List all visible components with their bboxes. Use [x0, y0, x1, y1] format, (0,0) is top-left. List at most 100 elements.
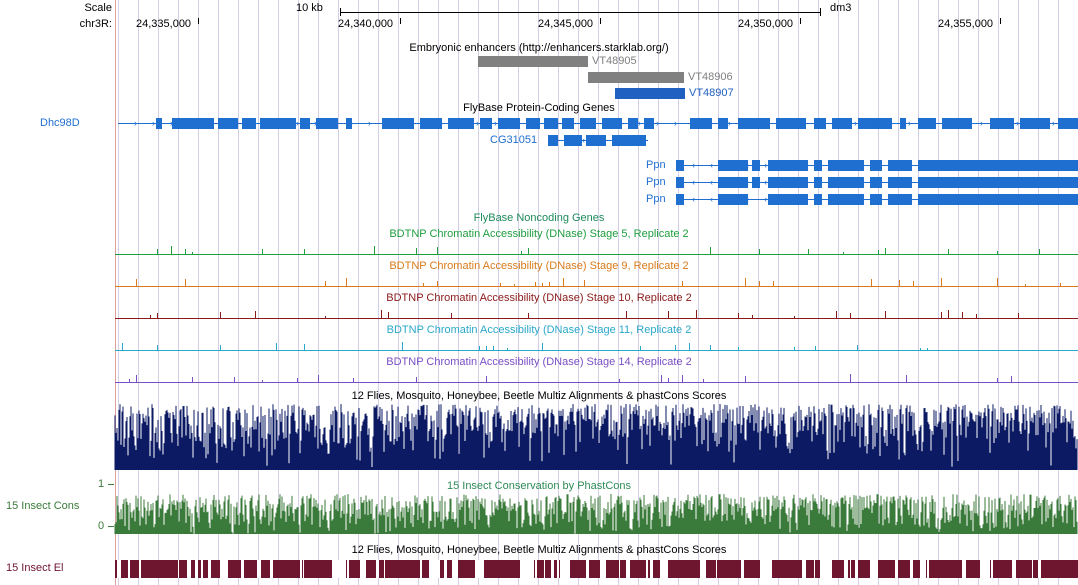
exon-block[interactable] [676, 160, 684, 171]
exon-block[interactable] [676, 194, 684, 205]
enhancer-bar[interactable] [478, 56, 588, 67]
exon-block[interactable] [918, 177, 1078, 188]
ruler-tick-label: 24,355,000 [938, 18, 993, 30]
exon-block[interactable] [918, 194, 1078, 205]
exon-block[interactable] [918, 160, 1078, 171]
dnase-baseline [115, 254, 1078, 255]
dnase-track-title: BDTNP Chromatin Accessibility (DNase) St… [0, 292, 1078, 304]
exon-block[interactable] [828, 194, 864, 205]
exon-block[interactable] [586, 135, 606, 146]
dnase-baseline [115, 382, 1078, 383]
exon-block[interactable] [1058, 118, 1078, 129]
strand-arrow-icon: ‹ [710, 160, 713, 170]
exon-block[interactable] [172, 118, 214, 129]
exon-block[interactable] [602, 118, 622, 129]
exon-block[interactable] [448, 118, 474, 129]
strand-arrow-icon: ‹ [692, 160, 695, 170]
strand-arrow-icon: › [368, 118, 371, 128]
exon-block[interactable] [316, 118, 338, 129]
exon-block[interactable] [828, 177, 864, 188]
strand-arrow-icon: › [1016, 118, 1019, 128]
gene-label[interactable]: Ppn [646, 176, 666, 188]
exon-block[interactable] [814, 177, 822, 188]
strand-arrow-icon: ‹ [710, 194, 713, 204]
exon-block[interactable] [628, 118, 638, 129]
enhancer-label[interactable]: VT48907 [689, 87, 734, 99]
exon-block[interactable] [526, 118, 540, 129]
exon-block[interactable] [480, 118, 492, 129]
scale-label: Scale [84, 2, 112, 14]
dnase-track-title: BDTNP Chromatin Accessibility (DNase) St… [0, 356, 1078, 368]
exon-block[interactable] [564, 135, 582, 146]
exon-block[interactable] [900, 118, 906, 129]
enhancer-bar[interactable] [615, 88, 685, 99]
enhancer-label[interactable]: VT48906 [688, 71, 733, 83]
scale-bar [340, 12, 820, 13]
exon-block[interactable] [888, 177, 912, 188]
strand-arrow-icon: ‹ [710, 177, 713, 187]
gene-label[interactable]: Dhc98D [40, 117, 80, 129]
exon-block[interactable] [828, 160, 864, 171]
exon-block[interactable] [768, 177, 808, 188]
exon-block[interactable] [752, 160, 760, 171]
gene-label[interactable]: Ppn [646, 159, 666, 171]
exon-block[interactable] [888, 160, 912, 171]
exon-block[interactable] [498, 118, 520, 129]
exon-block[interactable] [870, 177, 882, 188]
exon-block[interactable] [562, 118, 574, 129]
enhancer-label[interactable]: VT48905 [592, 55, 637, 67]
exon-block[interactable] [690, 118, 712, 129]
exon-block[interactable] [718, 160, 748, 171]
exon-block[interactable] [918, 118, 936, 129]
exon-block[interactable] [942, 118, 972, 129]
enhancer-track-title: Embryonic enhancers (http://enhancers.st… [0, 42, 1078, 54]
exon-block[interactable] [718, 118, 728, 129]
exon-block[interactable] [548, 135, 558, 146]
exon-block[interactable] [676, 177, 684, 188]
exon-block[interactable] [768, 160, 808, 171]
strand-arrow-icon: › [152, 118, 155, 128]
exon-block[interactable] [612, 135, 646, 146]
strand-arrow-icon: ‹ [764, 160, 767, 170]
noncoding-title: FlyBase Noncoding Genes [0, 212, 1078, 224]
exon-block[interactable] [814, 160, 822, 171]
exon-block[interactable] [752, 177, 760, 188]
exon-block[interactable] [832, 118, 852, 129]
strand-arrow-icon: ‹ [692, 194, 695, 204]
exon-block[interactable] [260, 118, 296, 129]
exon-block[interactable] [718, 194, 748, 205]
exon-block[interactable] [420, 118, 442, 129]
exon-block[interactable] [242, 118, 256, 129]
strand-arrow-icon: › [728, 118, 731, 128]
exon-block[interactable] [718, 177, 748, 188]
exon-block[interactable] [300, 118, 310, 129]
exon-block[interactable] [888, 194, 912, 205]
exon-block[interactable] [870, 160, 882, 171]
exon-block[interactable] [382, 118, 414, 129]
exon-block[interactable] [776, 118, 806, 129]
gene-label[interactable]: Ppn [646, 193, 666, 205]
exon-block[interactable] [544, 118, 558, 129]
gene-label[interactable]: Ppn [866, 117, 886, 129]
exon-block[interactable] [580, 118, 596, 129]
exon-block[interactable] [346, 118, 352, 129]
dnase-track-title: BDTNP Chromatin Accessibility (DNase) St… [0, 260, 1078, 272]
exon-block[interactable] [990, 118, 1014, 129]
strand-arrow-icon: › [908, 118, 911, 128]
phastcons15-wiggle [0, 494, 1078, 534]
exon-block[interactable] [870, 194, 882, 205]
strand-arrow-icon: › [854, 118, 857, 128]
exon-block[interactable] [814, 118, 826, 129]
exon-block[interactable] [156, 118, 162, 129]
exon-block[interactable] [644, 118, 654, 129]
exon-block[interactable] [218, 118, 238, 129]
exon-block[interactable] [738, 118, 770, 129]
strand-arrow-icon: › [980, 118, 983, 128]
exon-block[interactable] [768, 194, 808, 205]
ruler-tick-label: 24,345,000 [538, 18, 593, 30]
exon-block[interactable] [814, 194, 822, 205]
exon-block[interactable] [1020, 118, 1050, 129]
dnase-baseline [115, 350, 1078, 351]
enhancer-bar[interactable] [588, 72, 684, 83]
gene-label[interactable]: CG31051 [490, 134, 537, 146]
